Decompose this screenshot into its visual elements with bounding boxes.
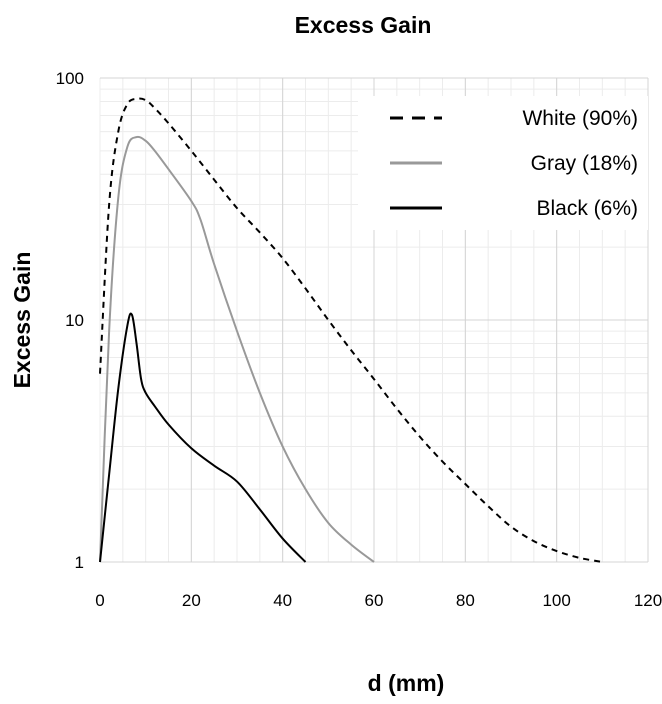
y-tick-label: 10 — [65, 311, 84, 330]
series-line-black-6 — [99, 312, 307, 563]
x-tick-label: 100 — [542, 591, 570, 610]
x-tick-label: 20 — [182, 591, 201, 610]
x-tick-label: 60 — [365, 591, 384, 610]
x-tick-label: 80 — [456, 591, 475, 610]
chart-title: Excess Gain — [295, 12, 432, 38]
x-tick-label: 120 — [634, 591, 662, 610]
x-axis-title: d (mm) — [368, 670, 445, 696]
x-tick-label: 0 — [95, 591, 104, 610]
series-layer — [99, 97, 603, 563]
legend-label-white-90: White (90%) — [522, 107, 638, 130]
legend-label-black-6: Black (6%) — [536, 197, 638, 220]
y-axis-title: Excess Gain — [9, 252, 35, 389]
legend: White (90%) Gray (18%) Black (6%) — [358, 96, 648, 230]
y-tick-label: 1 — [75, 553, 84, 572]
y-tick-label: 100 — [56, 69, 84, 88]
x-tick-label: 40 — [273, 591, 292, 610]
series-line-gray-18 — [99, 135, 375, 563]
legend-label-gray-18: Gray (18%) — [531, 152, 638, 175]
